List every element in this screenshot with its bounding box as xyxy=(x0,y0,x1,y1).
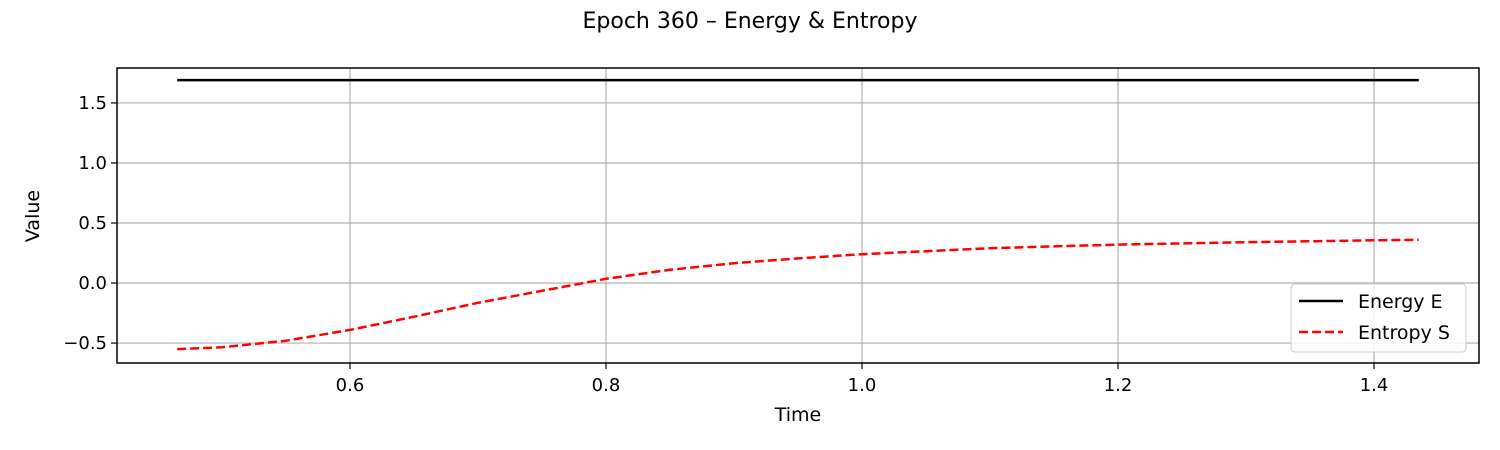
data-point xyxy=(349,329,351,331)
data-point xyxy=(1181,79,1183,81)
data-point xyxy=(221,79,223,81)
data-point xyxy=(797,257,799,259)
y-axis-label: Value xyxy=(22,190,44,242)
y-tick-label: 0.0 xyxy=(78,273,107,294)
data-point xyxy=(1181,242,1183,244)
data-point xyxy=(1053,245,1055,247)
data-point xyxy=(413,79,415,81)
x-axis-ticks: 0.6 0.8 1.0 1.2 1.4 xyxy=(336,363,1389,396)
x-tick-label: 1.4 xyxy=(1360,375,1389,396)
data-point xyxy=(1373,239,1375,241)
x-tick-label: 1.0 xyxy=(848,375,877,396)
data-point xyxy=(1245,79,1247,81)
data-point xyxy=(221,346,223,348)
data-point xyxy=(541,79,543,81)
data-point xyxy=(477,79,479,81)
plot-frame xyxy=(116,67,1480,364)
data-point xyxy=(1117,244,1119,246)
legend-label-energy: Energy E xyxy=(1358,291,1443,313)
legend-label-entropy: Entropy S xyxy=(1358,322,1450,344)
y-tick-label: 0.5 xyxy=(78,213,107,234)
data-point xyxy=(1309,240,1311,242)
data-point xyxy=(1117,79,1119,81)
data-point xyxy=(669,79,671,81)
data-point xyxy=(285,340,287,342)
data-point xyxy=(861,79,863,81)
data-point xyxy=(605,278,607,280)
data-point xyxy=(669,269,671,271)
data-point xyxy=(733,79,735,81)
data-point xyxy=(733,262,735,264)
data-point xyxy=(541,290,543,292)
data-point xyxy=(989,79,991,81)
data-point xyxy=(861,253,863,255)
data-point xyxy=(285,79,287,81)
grid xyxy=(117,68,1479,363)
x-tick-label: 0.6 xyxy=(336,375,365,396)
x-axis-label: Time xyxy=(774,404,822,426)
data-point xyxy=(1053,79,1055,81)
x-tick-label: 1.2 xyxy=(1104,375,1133,396)
legend: Energy E Entropy S xyxy=(1290,283,1467,353)
data-point xyxy=(477,302,479,304)
series-layer xyxy=(176,78,1420,351)
data-point xyxy=(413,316,415,318)
y-tick-label: −0.5 xyxy=(63,333,107,354)
data-point xyxy=(989,247,991,249)
x-tick-label: 0.8 xyxy=(592,375,621,396)
data-point xyxy=(925,79,927,81)
data-point xyxy=(1418,79,1420,81)
data-point xyxy=(176,79,178,81)
y-axis-ticks: −0.5 0.0 0.5 1.0 1.5 xyxy=(63,93,117,354)
data-point xyxy=(1245,241,1247,243)
data-point xyxy=(176,348,178,350)
chart-title: Epoch 360 – Energy & Entropy xyxy=(583,9,918,34)
data-point xyxy=(1373,79,1375,81)
data-point xyxy=(925,250,927,252)
y-tick-label: 1.5 xyxy=(78,93,107,114)
data-point xyxy=(1418,239,1420,241)
data-point xyxy=(797,79,799,81)
data-point xyxy=(1309,79,1311,81)
y-tick-label: 1.0 xyxy=(78,153,107,174)
series-line-entropy xyxy=(177,238,1419,351)
data-point xyxy=(605,79,607,81)
data-point xyxy=(349,79,351,81)
